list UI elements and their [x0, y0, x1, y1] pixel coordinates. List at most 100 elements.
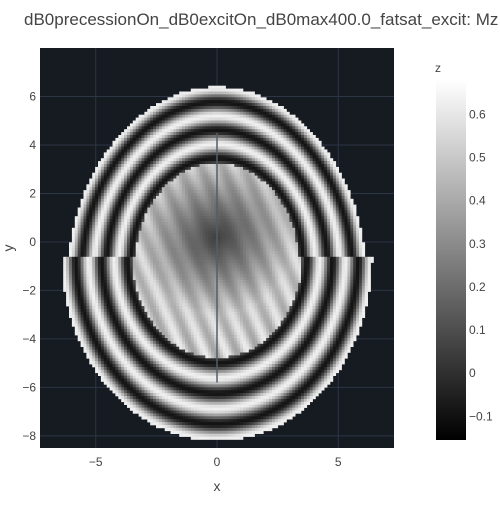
heatmap-cell	[115, 193, 118, 196]
heatmap-cell	[266, 144, 269, 147]
heatmap-cell	[269, 115, 272, 118]
heatmap-cell	[147, 161, 150, 164]
heatmap-cell	[188, 135, 191, 138]
heatmap-cell	[223, 129, 226, 132]
heatmap-cell	[252, 106, 255, 109]
heatmap-cell	[249, 123, 252, 126]
heatmap-cell	[142, 225, 145, 228]
heatmap-cell	[118, 254, 121, 257]
heatmap-cell	[168, 251, 171, 254]
heatmap-cell	[113, 260, 116, 263]
heatmap-cell	[171, 179, 174, 182]
heatmap-cell	[263, 173, 266, 176]
heatmap-cell	[217, 129, 220, 132]
heatmap-cell	[240, 158, 243, 161]
heatmap-cell	[194, 155, 197, 158]
heatmap-cell	[223, 231, 226, 234]
heatmap-cell	[336, 202, 339, 205]
heatmap-cell	[200, 176, 203, 179]
heatmap-cell	[289, 121, 292, 124]
heatmap-cell	[150, 167, 153, 170]
heatmap-cell	[231, 187, 234, 190]
heatmap-cell	[179, 196, 182, 199]
heatmap-cell	[104, 187, 107, 190]
heatmap-cell	[171, 193, 174, 196]
heatmap-cell	[243, 167, 246, 170]
heatmap-cell	[263, 158, 266, 161]
heatmap-cell	[136, 187, 139, 190]
heatmap-cell	[223, 141, 226, 144]
heatmap-cell	[292, 138, 295, 141]
heatmap-cell	[127, 187, 130, 190]
heatmap-cell	[220, 89, 223, 92]
heatmap-cell	[159, 161, 162, 164]
heatmap-cell	[321, 245, 324, 248]
heatmap-cell	[118, 179, 121, 182]
heatmap-cell	[130, 225, 133, 228]
heatmap-cell	[249, 152, 252, 155]
heatmap-cell	[159, 179, 162, 182]
heatmap-cell	[98, 216, 101, 219]
heatmap-cell	[208, 106, 211, 109]
heatmap-cell	[124, 231, 127, 234]
heatmap-cell	[237, 94, 240, 97]
heatmap-cell	[211, 257, 214, 260]
heatmap-cell	[226, 135, 229, 138]
heatmap-cell	[347, 190, 350, 193]
heatmap-cell	[142, 184, 145, 187]
heatmap-cell	[197, 135, 200, 138]
heatmap-cell	[266, 115, 269, 118]
heatmap-cell	[234, 167, 237, 170]
heatmap-cell	[258, 248, 261, 251]
heatmap-cell	[246, 150, 249, 153]
heatmap-cell	[182, 254, 185, 257]
heatmap-cell	[197, 155, 200, 158]
heatmap-cell	[153, 155, 156, 158]
heatmap-cell	[142, 234, 145, 237]
heatmap-cell	[295, 167, 298, 170]
heatmap-cell	[316, 245, 319, 248]
heatmap-cell	[249, 254, 252, 257]
heatmap-cell	[223, 187, 226, 190]
heatmap-cell	[159, 193, 162, 196]
heatmap-cell	[98, 213, 101, 216]
heatmap-cell	[316, 155, 319, 158]
heatmap-cell	[281, 121, 284, 124]
heatmap-cell	[266, 164, 269, 167]
heatmap-cell	[307, 242, 310, 245]
heatmap-cell	[229, 100, 232, 103]
heatmap-cell	[321, 173, 324, 176]
heatmap-cell	[133, 199, 136, 202]
heatmap-cell	[292, 118, 295, 121]
heatmap-cell	[255, 254, 258, 257]
heatmap-cell	[260, 208, 263, 211]
heatmap-cell	[121, 213, 124, 216]
heatmap-cell	[113, 196, 116, 199]
heatmap-cell	[92, 254, 95, 257]
heatmap-cell	[113, 208, 116, 211]
heatmap-cell	[136, 118, 139, 121]
heatmap-cell	[208, 237, 211, 240]
heatmap-cell	[124, 138, 127, 141]
heatmap-cell	[258, 257, 261, 260]
heatmap-cell	[179, 167, 182, 170]
heatmap-cell	[66, 257, 69, 260]
heatmap-cell	[313, 260, 316, 263]
heatmap-cell	[336, 205, 339, 208]
heatmap-cell	[156, 161, 159, 164]
heatmap-cell	[307, 164, 310, 167]
heatmap-cell	[159, 121, 162, 124]
heatmap-cell	[182, 205, 185, 208]
heatmap-cell	[168, 97, 171, 100]
heatmap-cell	[336, 179, 339, 182]
heatmap-cell	[272, 121, 275, 124]
heatmap-cell	[275, 254, 278, 257]
heatmap-cell	[162, 242, 165, 245]
heatmap-cell	[304, 222, 307, 225]
heatmap-cell	[144, 239, 147, 242]
heatmap-cell	[107, 237, 110, 240]
heatmap-cell	[182, 184, 185, 187]
heatmap-cell	[197, 129, 200, 132]
heatmap-cell	[234, 144, 237, 147]
heatmap-cell	[258, 193, 261, 196]
